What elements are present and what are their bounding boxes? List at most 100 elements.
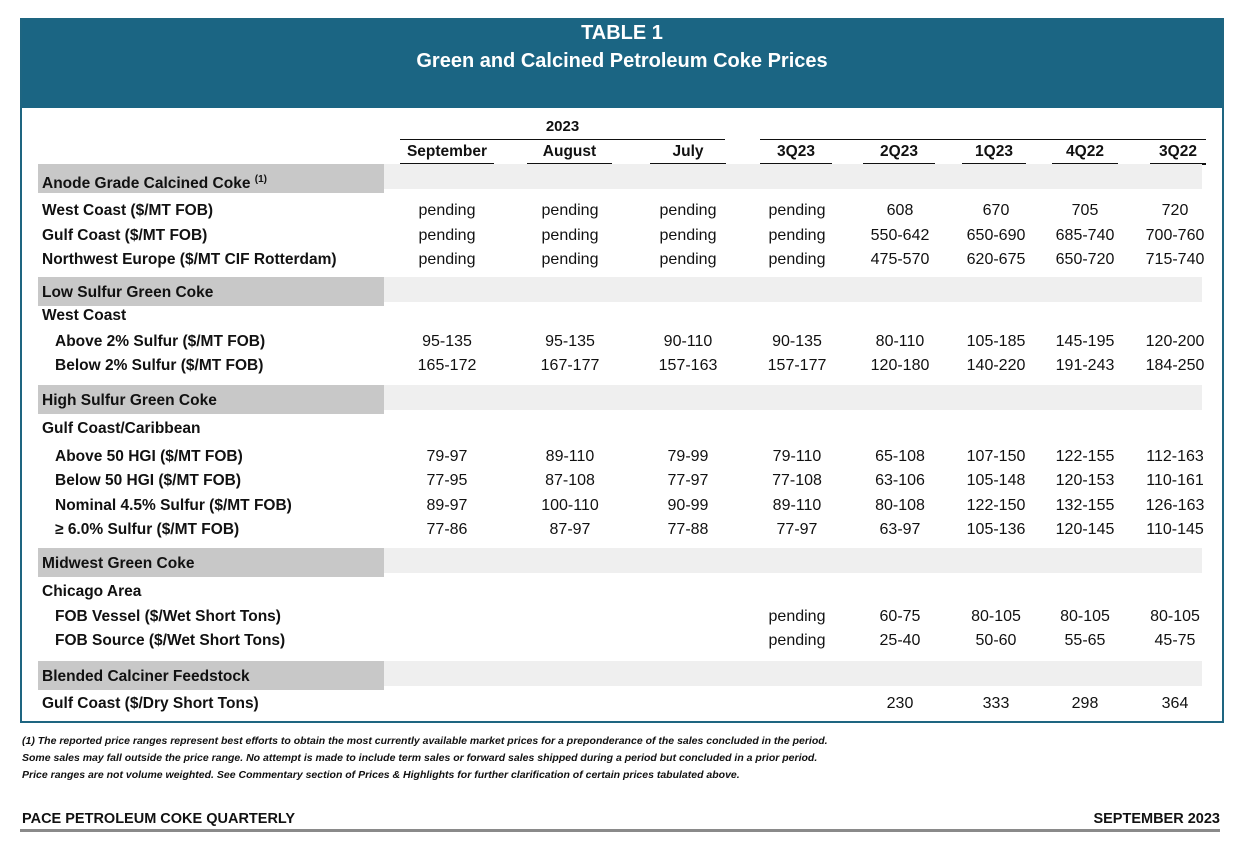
price-cell: pending (418, 251, 476, 268)
row-label: Gulf Coast ($/MT FOB) (42, 227, 208, 244)
price-cell: pending (418, 202, 476, 219)
section-band-fill (384, 661, 1202, 686)
price-cell: 165-172 (417, 357, 477, 374)
price-cell: 720 (1161, 202, 1189, 219)
price-cell: 650-690 (966, 227, 1026, 244)
price-cell: 107-150 (966, 448, 1026, 465)
price-cell: 89-110 (772, 497, 822, 514)
price-cell: 60-75 (879, 608, 921, 625)
price-cell: 620-675 (966, 251, 1026, 268)
section-band-fill (384, 385, 1202, 410)
price-cell: 685-740 (1055, 227, 1115, 244)
publication-name: PACE PETROLEUM COKE QUARTERLY (22, 811, 296, 827)
price-cell: 95-135 (545, 333, 595, 350)
price-cell: 80-105 (1150, 608, 1200, 625)
price-cell: 298 (1071, 695, 1099, 712)
section-title: Midwest Green Coke (38, 548, 384, 577)
section-title: Blended Calciner Feedstock (38, 661, 384, 690)
price-cell: 80-105 (1060, 608, 1110, 625)
section-band-fill (384, 548, 1202, 573)
price-cell: 333 (982, 695, 1010, 712)
price-cell: 112-163 (1146, 448, 1204, 465)
column-header: August (527, 143, 612, 165)
column-header: July (650, 143, 726, 165)
section-title: High Sulfur Green Coke (38, 385, 384, 414)
price-cell: 705 (1071, 202, 1099, 219)
price-cell: 80-105 (971, 608, 1021, 625)
price-cell: 90-99 (667, 497, 709, 514)
region-subheading: Gulf Coast/Caribbean (42, 420, 201, 437)
table-subtitle: Green and Calcined Petroleum Coke Prices (416, 50, 828, 72)
row-label: FOB Source ($/Wet Short Tons) (55, 632, 286, 649)
price-cell: 715-740 (1145, 251, 1205, 268)
row-label: Above 2% Sulfur ($/MT FOB) (55, 333, 266, 350)
row-label: West Coast ($/MT FOB) (42, 202, 214, 219)
column-header: 4Q22 (1052, 143, 1118, 165)
region-subheading: Chicago Area (42, 583, 142, 600)
price-cell: 120-200 (1145, 333, 1205, 350)
price-cell: pending (659, 227, 717, 244)
price-cell: 79-110 (772, 448, 822, 465)
year-rule (400, 139, 725, 140)
price-cell: 157-163 (658, 357, 718, 374)
footnote-1: (1) The reported price ranges represent … (22, 735, 828, 747)
price-cell: 80-110 (875, 333, 925, 350)
price-cell: 90-135 (772, 333, 822, 350)
region-subheading: West Coast (42, 307, 127, 324)
price-cell: 87-97 (549, 521, 591, 538)
row-label: Above 50 HGI ($/MT FOB) (55, 448, 243, 465)
price-cell: 650-720 (1055, 251, 1115, 268)
price-cell: 120-153 (1055, 472, 1115, 489)
price-cell: 700-760 (1145, 227, 1205, 244)
price-cell: 45-75 (1154, 632, 1196, 649)
price-cell: 167-177 (540, 357, 600, 374)
price-cell: 25-40 (879, 632, 921, 649)
price-cell: pending (768, 227, 826, 244)
price-cell: 105-148 (966, 472, 1026, 489)
publication-date: SEPTEMBER 2023 (1093, 811, 1220, 827)
price-cell: 95-135 (422, 333, 472, 350)
price-cell: 65-108 (875, 448, 925, 465)
footnote-2: Some sales may fall outside the price ra… (22, 752, 818, 764)
column-header: 1Q23 (962, 143, 1026, 165)
price-cell: 230 (886, 695, 914, 712)
price-cell: 89-97 (426, 497, 468, 514)
price-cell: pending (768, 608, 826, 625)
price-cell: 79-97 (426, 448, 468, 465)
price-cell: 50-60 (975, 632, 1017, 649)
price-cell: 126-163 (1145, 497, 1205, 514)
price-cell: 90-110 (663, 333, 713, 350)
price-cell: 122-150 (966, 497, 1026, 514)
row-label: Northwest Europe ($/MT CIF Rotterdam) (42, 251, 337, 268)
price-cell: 120-145 (1055, 521, 1115, 538)
price-cell: 122-155 (1055, 448, 1115, 465)
price-cell: 110-161 (1146, 472, 1204, 489)
price-cell: pending (541, 251, 599, 268)
row-label: Nominal 4.5% Sulfur ($/MT FOB) (55, 497, 292, 514)
price-cell: 608 (886, 202, 914, 219)
price-cell: 55-65 (1064, 632, 1106, 649)
price-cell: pending (768, 632, 826, 649)
price-cell: 89-110 (545, 448, 595, 465)
price-cell: 120-180 (870, 357, 930, 374)
price-cell: 670 (982, 202, 1010, 219)
price-cell: pending (659, 202, 717, 219)
price-cell: 77-97 (667, 472, 709, 489)
price-cell: 77-97 (776, 521, 818, 538)
table-title: TABLE 1 (581, 22, 663, 44)
price-cell: 100-110 (541, 497, 599, 514)
price-cell: 140-220 (966, 357, 1026, 374)
price-cell: 475-570 (870, 251, 930, 268)
footnote-3: Price ranges are not volume weighted. Se… (22, 769, 740, 781)
column-header: 3Q23 (760, 143, 832, 165)
price-cell: 105-185 (966, 333, 1026, 350)
year-header: 2023 (545, 118, 580, 135)
price-cell: 132-155 (1055, 497, 1115, 514)
price-cell: 63-97 (879, 521, 921, 538)
price-cell: 80-108 (875, 497, 925, 514)
price-cell: 77-95 (426, 472, 468, 489)
column-header: 3Q22 (1150, 143, 1206, 165)
column-header: 2Q23 (863, 143, 935, 165)
column-header: September (400, 143, 494, 165)
price-cell: 110-145 (1146, 521, 1204, 538)
